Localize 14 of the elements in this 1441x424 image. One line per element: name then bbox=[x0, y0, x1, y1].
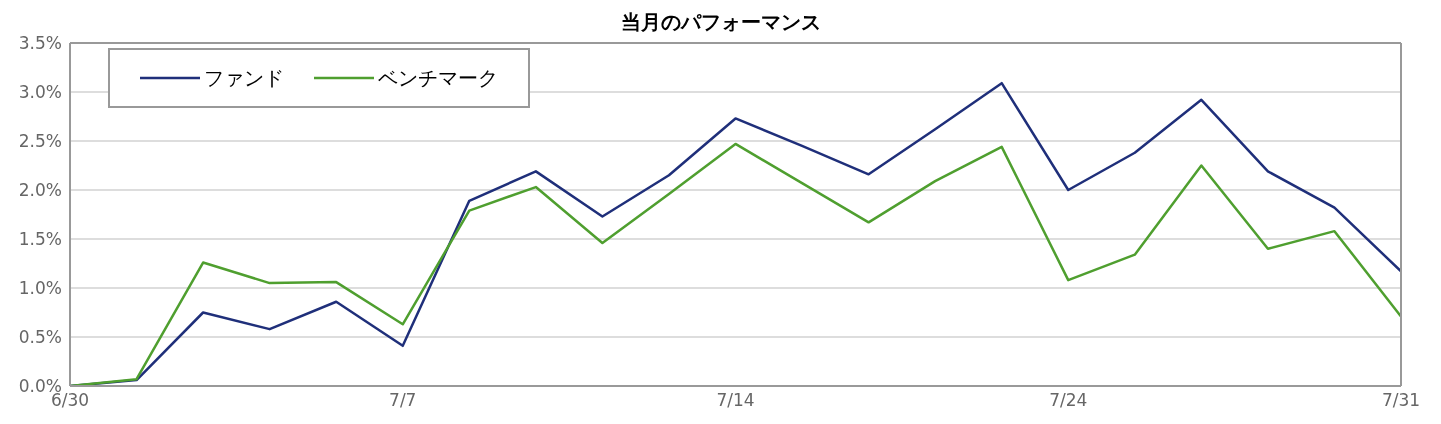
legend-label: ファンド bbox=[204, 64, 284, 92]
x-tick-label: 7/31 bbox=[1381, 390, 1421, 411]
y-tick-label: 3.5% bbox=[18, 33, 62, 54]
y-tick-label: 3.0% bbox=[18, 82, 62, 103]
y-tick-label: 2.0% bbox=[18, 180, 62, 201]
x-tick-label: 7/14 bbox=[716, 390, 755, 411]
x-tick-label: 7/7 bbox=[389, 390, 417, 411]
y-tick-label: 1.0% bbox=[18, 278, 62, 299]
x-tick-label: 7/24 bbox=[1049, 390, 1088, 411]
y-tick-label: 2.5% bbox=[18, 131, 62, 152]
chart-title: 当月のパフォーマンス bbox=[620, 10, 821, 34]
legend-label: ベンチマーク bbox=[378, 64, 498, 92]
y-tick-label: 1.5% bbox=[18, 229, 62, 250]
y-tick-label: 0.5% bbox=[18, 327, 62, 348]
